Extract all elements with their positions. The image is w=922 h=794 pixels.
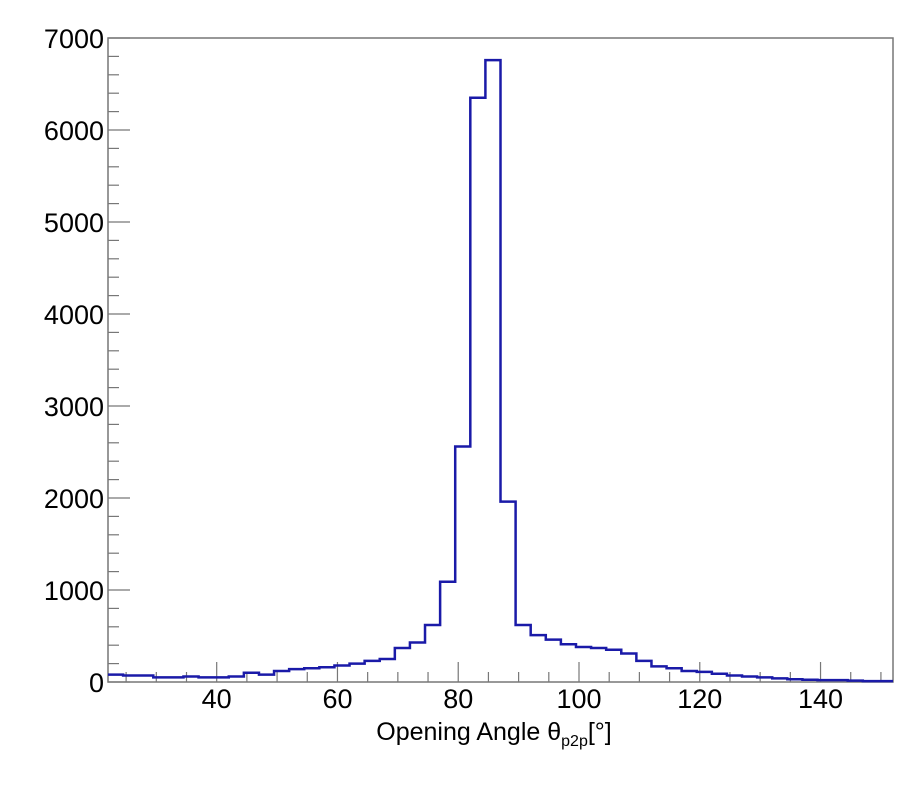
y-tick-labels: 0 1000 2000 3000 4000 5000 6000 7000 [44, 24, 104, 698]
y-tick-label: 5000 [44, 208, 104, 238]
y-tick-label: 1000 [44, 576, 104, 606]
axis-ticks [108, 37, 882, 683]
y-tick-label: 7000 [44, 24, 104, 54]
y-tick-label: 2000 [44, 484, 104, 514]
x-tick-label: 120 [677, 684, 722, 714]
x-tick-label: 60 [322, 684, 352, 714]
plot-frame [107, 37, 894, 683]
x-tick-label: 80 [443, 684, 473, 714]
histogram-series-line [108, 58, 893, 683]
x-tick-label: 140 [798, 684, 843, 714]
y-tick-label: 4000 [44, 300, 104, 330]
y-tick-label: 6000 [44, 116, 104, 146]
x-tick-labels: 40 60 80 100 120 140 [202, 684, 843, 714]
y-tick-label: 0 [89, 668, 104, 698]
x-axis-title: Opening Angle θp2p[°] [376, 718, 611, 750]
x-tick-label: 100 [556, 684, 601, 714]
x-tick-label: 40 [202, 684, 232, 714]
y-tick-label: 3000 [44, 392, 104, 422]
